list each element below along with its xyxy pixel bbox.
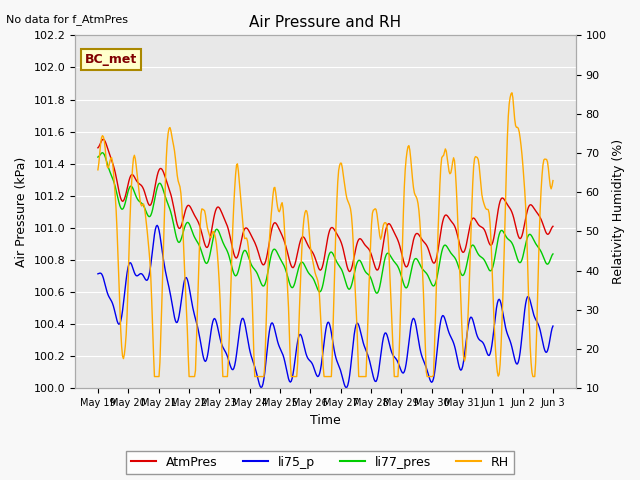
Line: RH: RH	[98, 93, 553, 376]
Line: li75_p: li75_p	[98, 225, 553, 387]
Text: BC_met: BC_met	[85, 53, 138, 66]
Y-axis label: Relativity Humidity (%): Relativity Humidity (%)	[612, 139, 625, 284]
Line: AtmPres: AtmPres	[98, 139, 553, 272]
Y-axis label: Air Pressure (kPa): Air Pressure (kPa)	[15, 156, 28, 267]
Text: No data for f_AtmPres: No data for f_AtmPres	[6, 14, 129, 25]
Title: Air Pressure and RH: Air Pressure and RH	[250, 15, 401, 30]
Legend: AtmPres, li75_p, li77_pres, RH: AtmPres, li75_p, li77_pres, RH	[126, 451, 514, 474]
Line: li77_pres: li77_pres	[98, 153, 553, 293]
X-axis label: Time: Time	[310, 414, 341, 427]
